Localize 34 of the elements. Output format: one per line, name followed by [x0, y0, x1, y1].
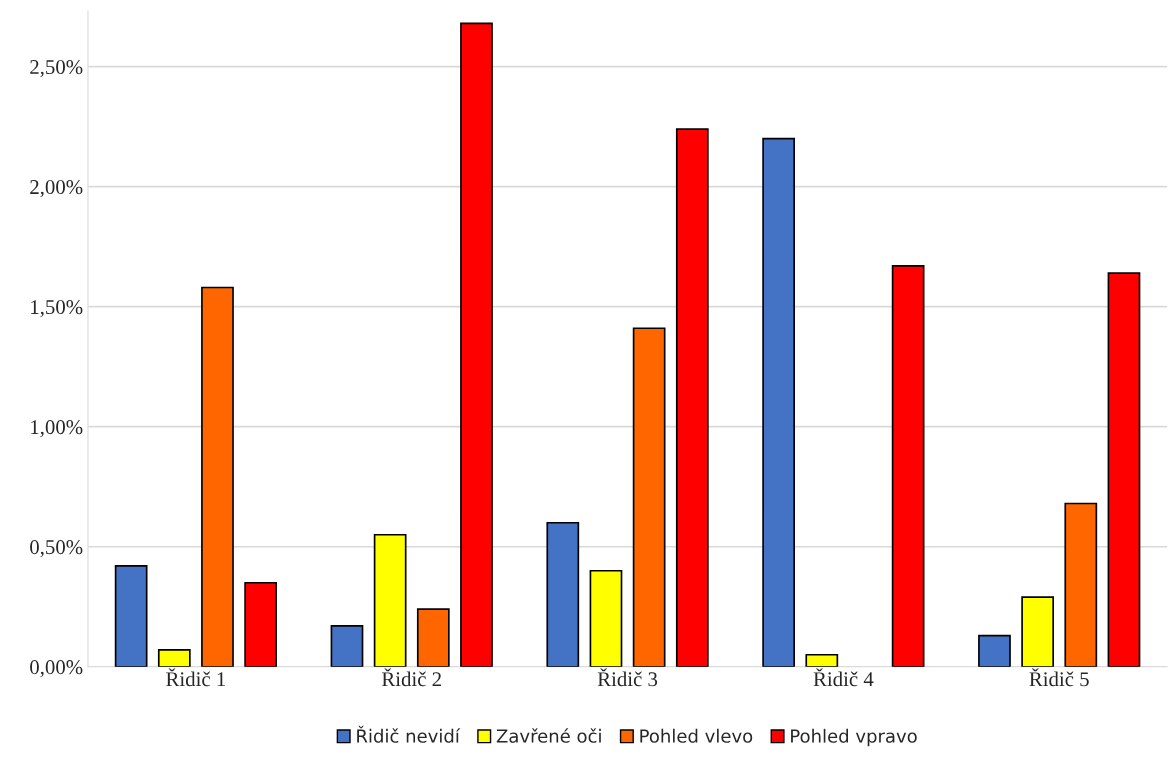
bar — [1064, 502, 1098, 667]
bar — [1021, 596, 1055, 667]
bar — [157, 649, 191, 667]
y-tick-label: 1,00% — [31, 420, 83, 438]
y-tick-label: 2,50% — [30, 60, 83, 78]
bar — [805, 653, 839, 667]
bar — [589, 569, 623, 667]
x-tick-label: Řidič 3 — [597, 668, 658, 687]
bar — [244, 581, 278, 667]
bar — [1107, 272, 1141, 667]
y-tick-label: 0,50% — [30, 540, 83, 558]
bar — [460, 22, 493, 667]
bar — [114, 565, 148, 667]
legend-label: Pohled vlevo — [640, 728, 753, 743]
x-tick-label: Řidič 1 — [166, 668, 226, 687]
bar — [978, 634, 1011, 667]
x-tick-label: Řidič 5 — [1029, 668, 1089, 687]
bar — [675, 128, 709, 667]
y-tick-label: 2,00% — [30, 180, 83, 198]
y-tick-label: 1,50% — [31, 300, 83, 318]
legend-label: Pohled vpravo — [791, 728, 917, 747]
legend-label: Zavřené oči — [496, 728, 601, 743]
x-tick-label: Řidič 2 — [381, 668, 441, 687]
bar — [330, 625, 364, 667]
bar — [201, 286, 234, 667]
legend-label: Řidič nevidí — [357, 725, 461, 743]
bar — [416, 608, 450, 667]
bar — [373, 533, 407, 667]
bar — [546, 521, 580, 667]
bar — [632, 327, 666, 667]
bar — [891, 265, 925, 667]
y-tick-label: 0,00% — [30, 660, 83, 678]
x-tick-label: Řidič 4 — [813, 668, 874, 687]
bar — [762, 137, 796, 667]
